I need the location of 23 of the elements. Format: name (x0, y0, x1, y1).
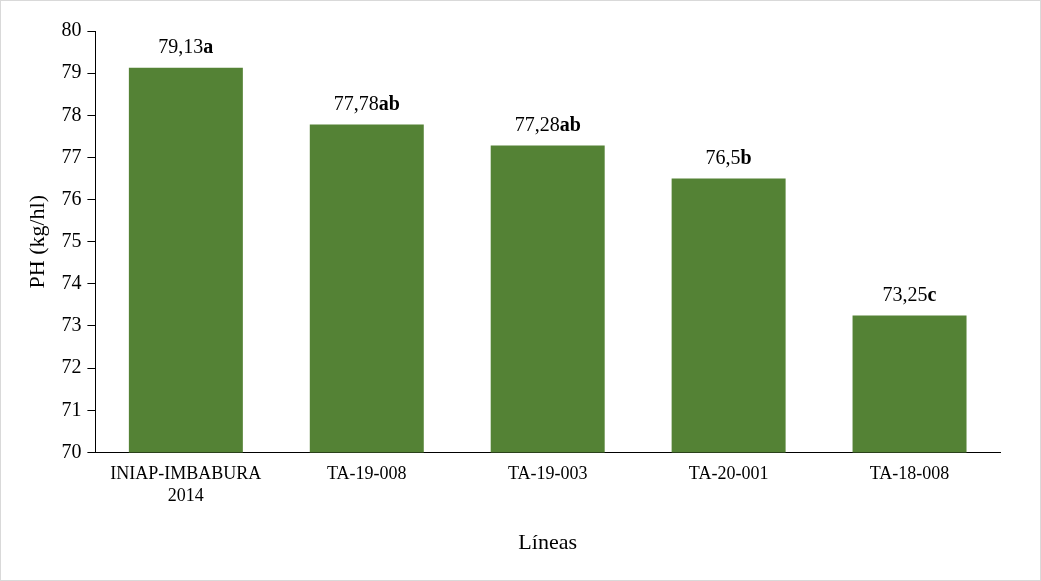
x-axis-title: Líneas (518, 528, 578, 554)
x-tick-label: TA-18-008 (869, 462, 950, 483)
y-tick-label: 77 (61, 144, 82, 167)
x-tick-label: INIAP-IMBABURA 2014 (110, 462, 262, 505)
y-tick-label: 79 (61, 60, 82, 83)
data-label: 79,13a (158, 34, 214, 57)
y-tick-label: 78 (61, 102, 82, 125)
y-tick-label: 74 (61, 271, 82, 294)
x-tick-label: TA-20-001 (688, 462, 769, 483)
y-tick-label: 80 (61, 18, 82, 41)
x-tick-label: TA-19-008 (327, 462, 407, 483)
y-axis-title: PH (kg/hl) (23, 194, 49, 289)
y-tick-label: 75 (61, 228, 82, 251)
data-label: 77,78ab (333, 91, 400, 114)
y-tick-label: 76 (61, 186, 82, 209)
y-tick-label: 73 (61, 313, 82, 336)
y-tick-label: 70 (61, 439, 82, 462)
y-tick-label: 72 (61, 355, 82, 378)
data-label: 77,28ab (514, 112, 581, 135)
data-label: 73,25c (882, 282, 937, 305)
x-tick-label: TA-19-003 (507, 462, 588, 483)
data-label: 76,5b (705, 145, 752, 168)
y-tick-label: 71 (61, 397, 82, 420)
